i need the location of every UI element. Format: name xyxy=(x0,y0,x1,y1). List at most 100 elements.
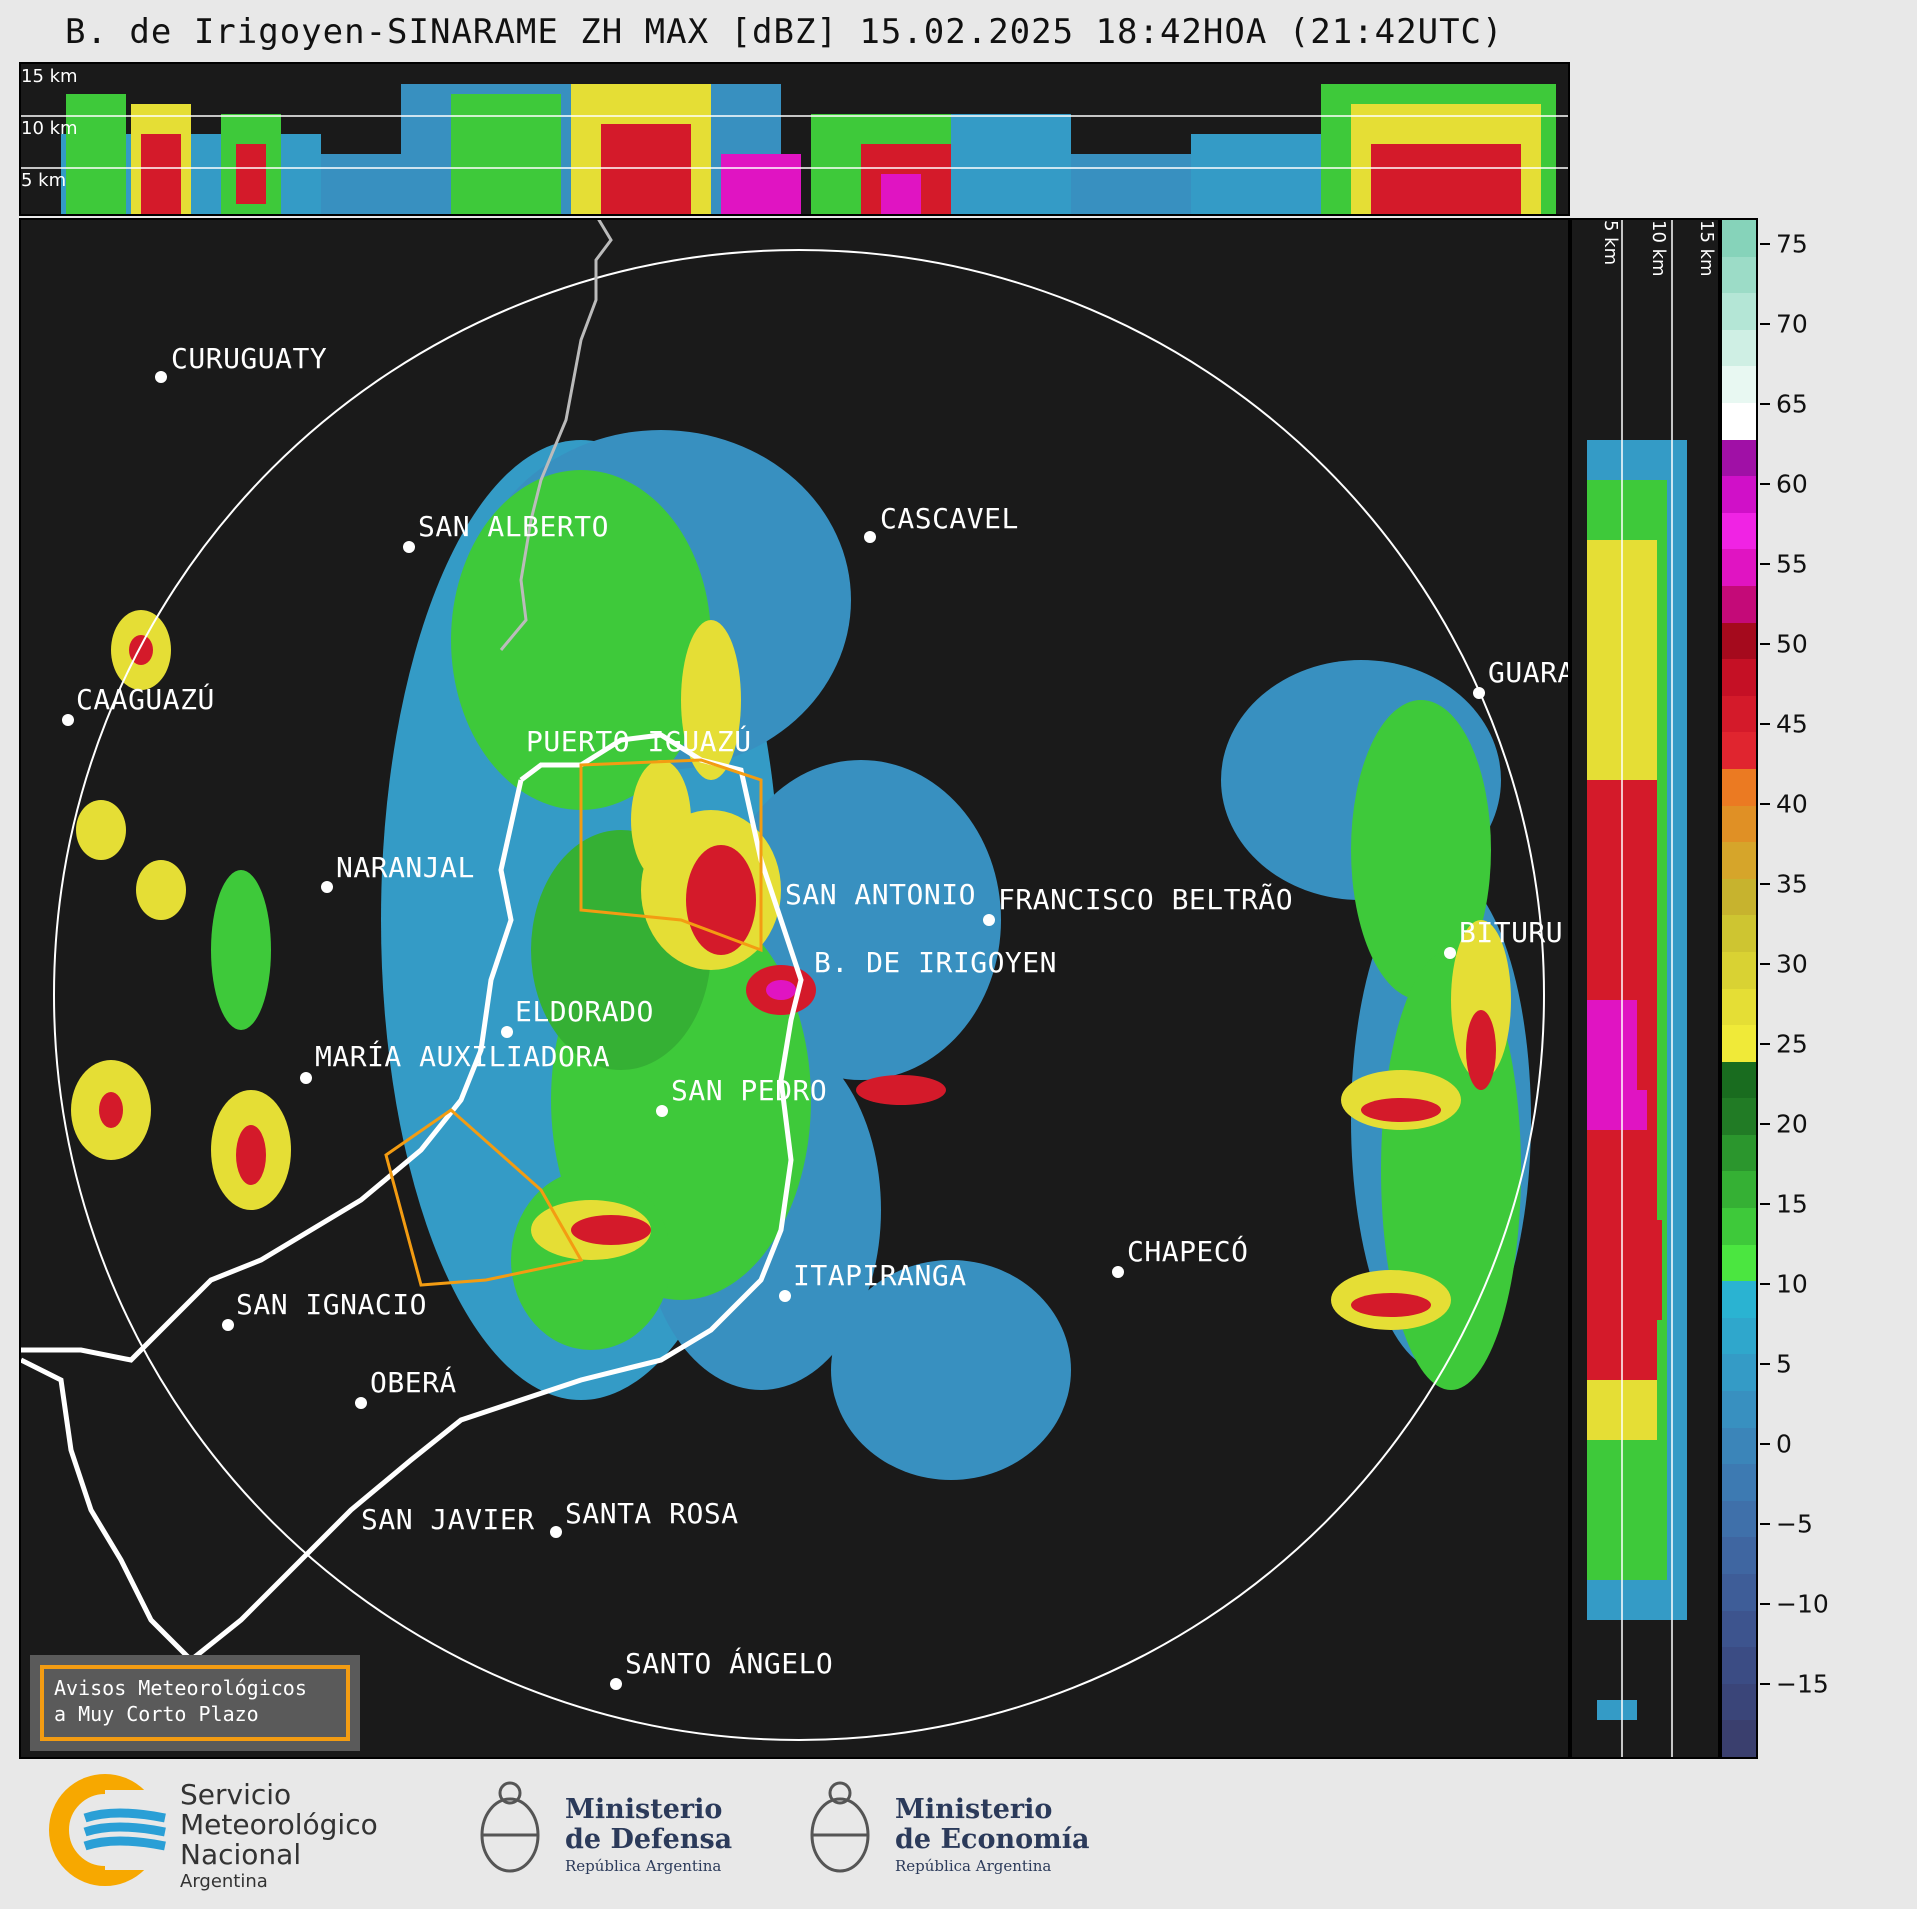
city-dot xyxy=(62,714,74,726)
top-km-label-10: 10 km xyxy=(21,118,78,139)
colorbar-segment xyxy=(1722,1060,1756,1099)
colorbar-segment xyxy=(1722,1316,1756,1355)
city-label: CAAGUAZÚ xyxy=(76,683,215,716)
colorbar-segment xyxy=(1722,1243,1756,1282)
colorbar-tick-mark xyxy=(1760,1523,1770,1525)
city-dot xyxy=(983,914,995,926)
echo-green-regions xyxy=(451,470,1521,1390)
colorbar-segment xyxy=(1722,292,1756,330)
colorbar-tick-label: 75 xyxy=(1776,229,1808,259)
colorbar-tick-mark xyxy=(1760,1283,1770,1285)
colorbar-tick-mark xyxy=(1760,483,1770,485)
colorbar-segment xyxy=(1722,841,1756,879)
colorbar-tick-label: 65 xyxy=(1776,389,1808,419)
city-dot xyxy=(1473,687,1485,699)
city-dot xyxy=(403,541,415,553)
smn-logo-icon xyxy=(49,1774,185,1886)
city-label: CURUGUATY xyxy=(171,342,328,375)
city-dot xyxy=(610,1678,622,1690)
colorbar-segment xyxy=(1722,767,1756,806)
colorbar xyxy=(1720,218,1758,1759)
colorbar-segment xyxy=(1722,1207,1756,1245)
argentina-coat-of-arms-icon-2 xyxy=(810,1781,870,1873)
colorbar-tick-mark xyxy=(1760,643,1770,645)
smn-logo-text: Servicio Meteorológico Nacional Argentin… xyxy=(180,1780,378,1894)
colorbar-segment xyxy=(1722,987,1756,1026)
defensa-logo-text: Ministerio de Defensa República Argentin… xyxy=(565,1795,732,1877)
alert-legend-line1: Avisos Meteorológicos xyxy=(54,1676,307,1700)
top-profile-blobs xyxy=(61,84,1556,214)
city-label: SAN JAVIER xyxy=(361,1503,535,1536)
colorbar-tick-label: 25 xyxy=(1776,1029,1808,1059)
colorbar-segment xyxy=(1722,914,1756,952)
city-label: CHAPECÓ xyxy=(1127,1235,1249,1268)
city-dot xyxy=(321,881,333,893)
colorbar-tick-mark xyxy=(1760,723,1770,725)
colorbar-tick-mark xyxy=(1760,1683,1770,1685)
smn-line1: Servicio xyxy=(180,1778,292,1811)
international-border-north xyxy=(499,220,613,651)
colorbar-tick-label: 30 xyxy=(1776,949,1808,979)
colorbar-segment xyxy=(1722,328,1756,367)
colorbar-tick-mark xyxy=(1760,403,1770,405)
colorbar-tick-label: 20 xyxy=(1776,1109,1808,1139)
colorbar-segment xyxy=(1722,1170,1756,1209)
city-label: SAN IGNACIO xyxy=(236,1288,427,1321)
city-dot xyxy=(779,1290,791,1302)
top-km-label-15: 15 km xyxy=(21,66,78,87)
colorbar-segment xyxy=(1722,1609,1756,1648)
colorbar-segment xyxy=(1722,621,1756,660)
right-km-label-5: 5 km xyxy=(1600,220,1621,266)
colorbar-segment xyxy=(1722,511,1756,550)
city-label: SANTO ÁNGELO xyxy=(625,1647,834,1680)
warning-polygon-north xyxy=(579,758,763,953)
colorbar-segment xyxy=(1722,1133,1756,1172)
colorbar-tick-mark xyxy=(1760,1603,1770,1605)
colorbar-segment xyxy=(1722,658,1756,696)
city-label: FRANCISCO BELTRÃO xyxy=(998,883,1294,916)
alert-legend: Avisos Meteorológicos a Muy Corto Plazo xyxy=(30,1655,360,1751)
smn-line3: Nacional xyxy=(180,1838,302,1871)
colorbar-segment xyxy=(1722,1426,1756,1465)
economia-line2: de Economía xyxy=(895,1824,1090,1855)
colorbar-tick-mark xyxy=(1760,803,1770,805)
colorbar-segment xyxy=(1722,475,1756,513)
smn-line2: Meteorológico xyxy=(180,1808,378,1841)
colorbar-segment xyxy=(1722,365,1756,403)
top-profile-echoes xyxy=(21,84,1568,214)
colorbar-segment xyxy=(1722,1573,1756,1611)
city-dot xyxy=(1444,947,1456,959)
colorbar-tick-label: 35 xyxy=(1776,869,1808,899)
colorbar-tick-label: −10 xyxy=(1776,1589,1829,1619)
colorbar-tick-mark xyxy=(1760,1203,1770,1205)
defensa-line2: de Defensa xyxy=(565,1824,733,1855)
colorbar-segment xyxy=(1722,1353,1756,1392)
colorbar-segment xyxy=(1722,1097,1756,1135)
radar-map[interactable]: CURUGUATY SAN ALBERTO CASCAVEL CAAGUAZÚ … xyxy=(19,218,1570,1759)
alert-legend-line2: a Muy Corto Plazo xyxy=(54,1702,259,1726)
colorbar-tick-mark xyxy=(1760,1363,1770,1365)
colorbar-tick-label: 55 xyxy=(1776,549,1808,579)
city-label: ITAPIRANGA xyxy=(793,1259,967,1292)
warning-polygon-south xyxy=(384,1108,584,1287)
colorbar-segment xyxy=(1722,438,1756,477)
city-dot xyxy=(550,1526,562,1538)
colorbar-tick-mark xyxy=(1760,1443,1770,1445)
colorbar-tick-label: 45 xyxy=(1776,709,1808,739)
economia-logo-text: Ministerio de Economía República Argenti… xyxy=(895,1795,1089,1877)
colorbar-tick-label: 5 xyxy=(1776,1349,1792,1379)
argentina-coat-of-arms-icon xyxy=(480,1781,540,1873)
colorbar-segment xyxy=(1722,1390,1756,1428)
colorbar-tick-label: 60 xyxy=(1776,469,1808,499)
colorbar-tick-mark xyxy=(1760,323,1770,325)
city-dot xyxy=(656,1105,668,1117)
colorbar-tick-mark xyxy=(1760,963,1770,965)
colorbar-segment xyxy=(1722,1646,1756,1684)
colorbar-segment xyxy=(1722,584,1756,623)
city-label: ELDORADO xyxy=(515,995,654,1028)
city-dot xyxy=(155,371,167,383)
city-label: OBERÁ xyxy=(370,1366,457,1399)
colorbar-tick-mark xyxy=(1760,1123,1770,1125)
colorbar-tick-mark xyxy=(1760,883,1770,885)
colorbar-tick-label: 40 xyxy=(1776,789,1808,819)
